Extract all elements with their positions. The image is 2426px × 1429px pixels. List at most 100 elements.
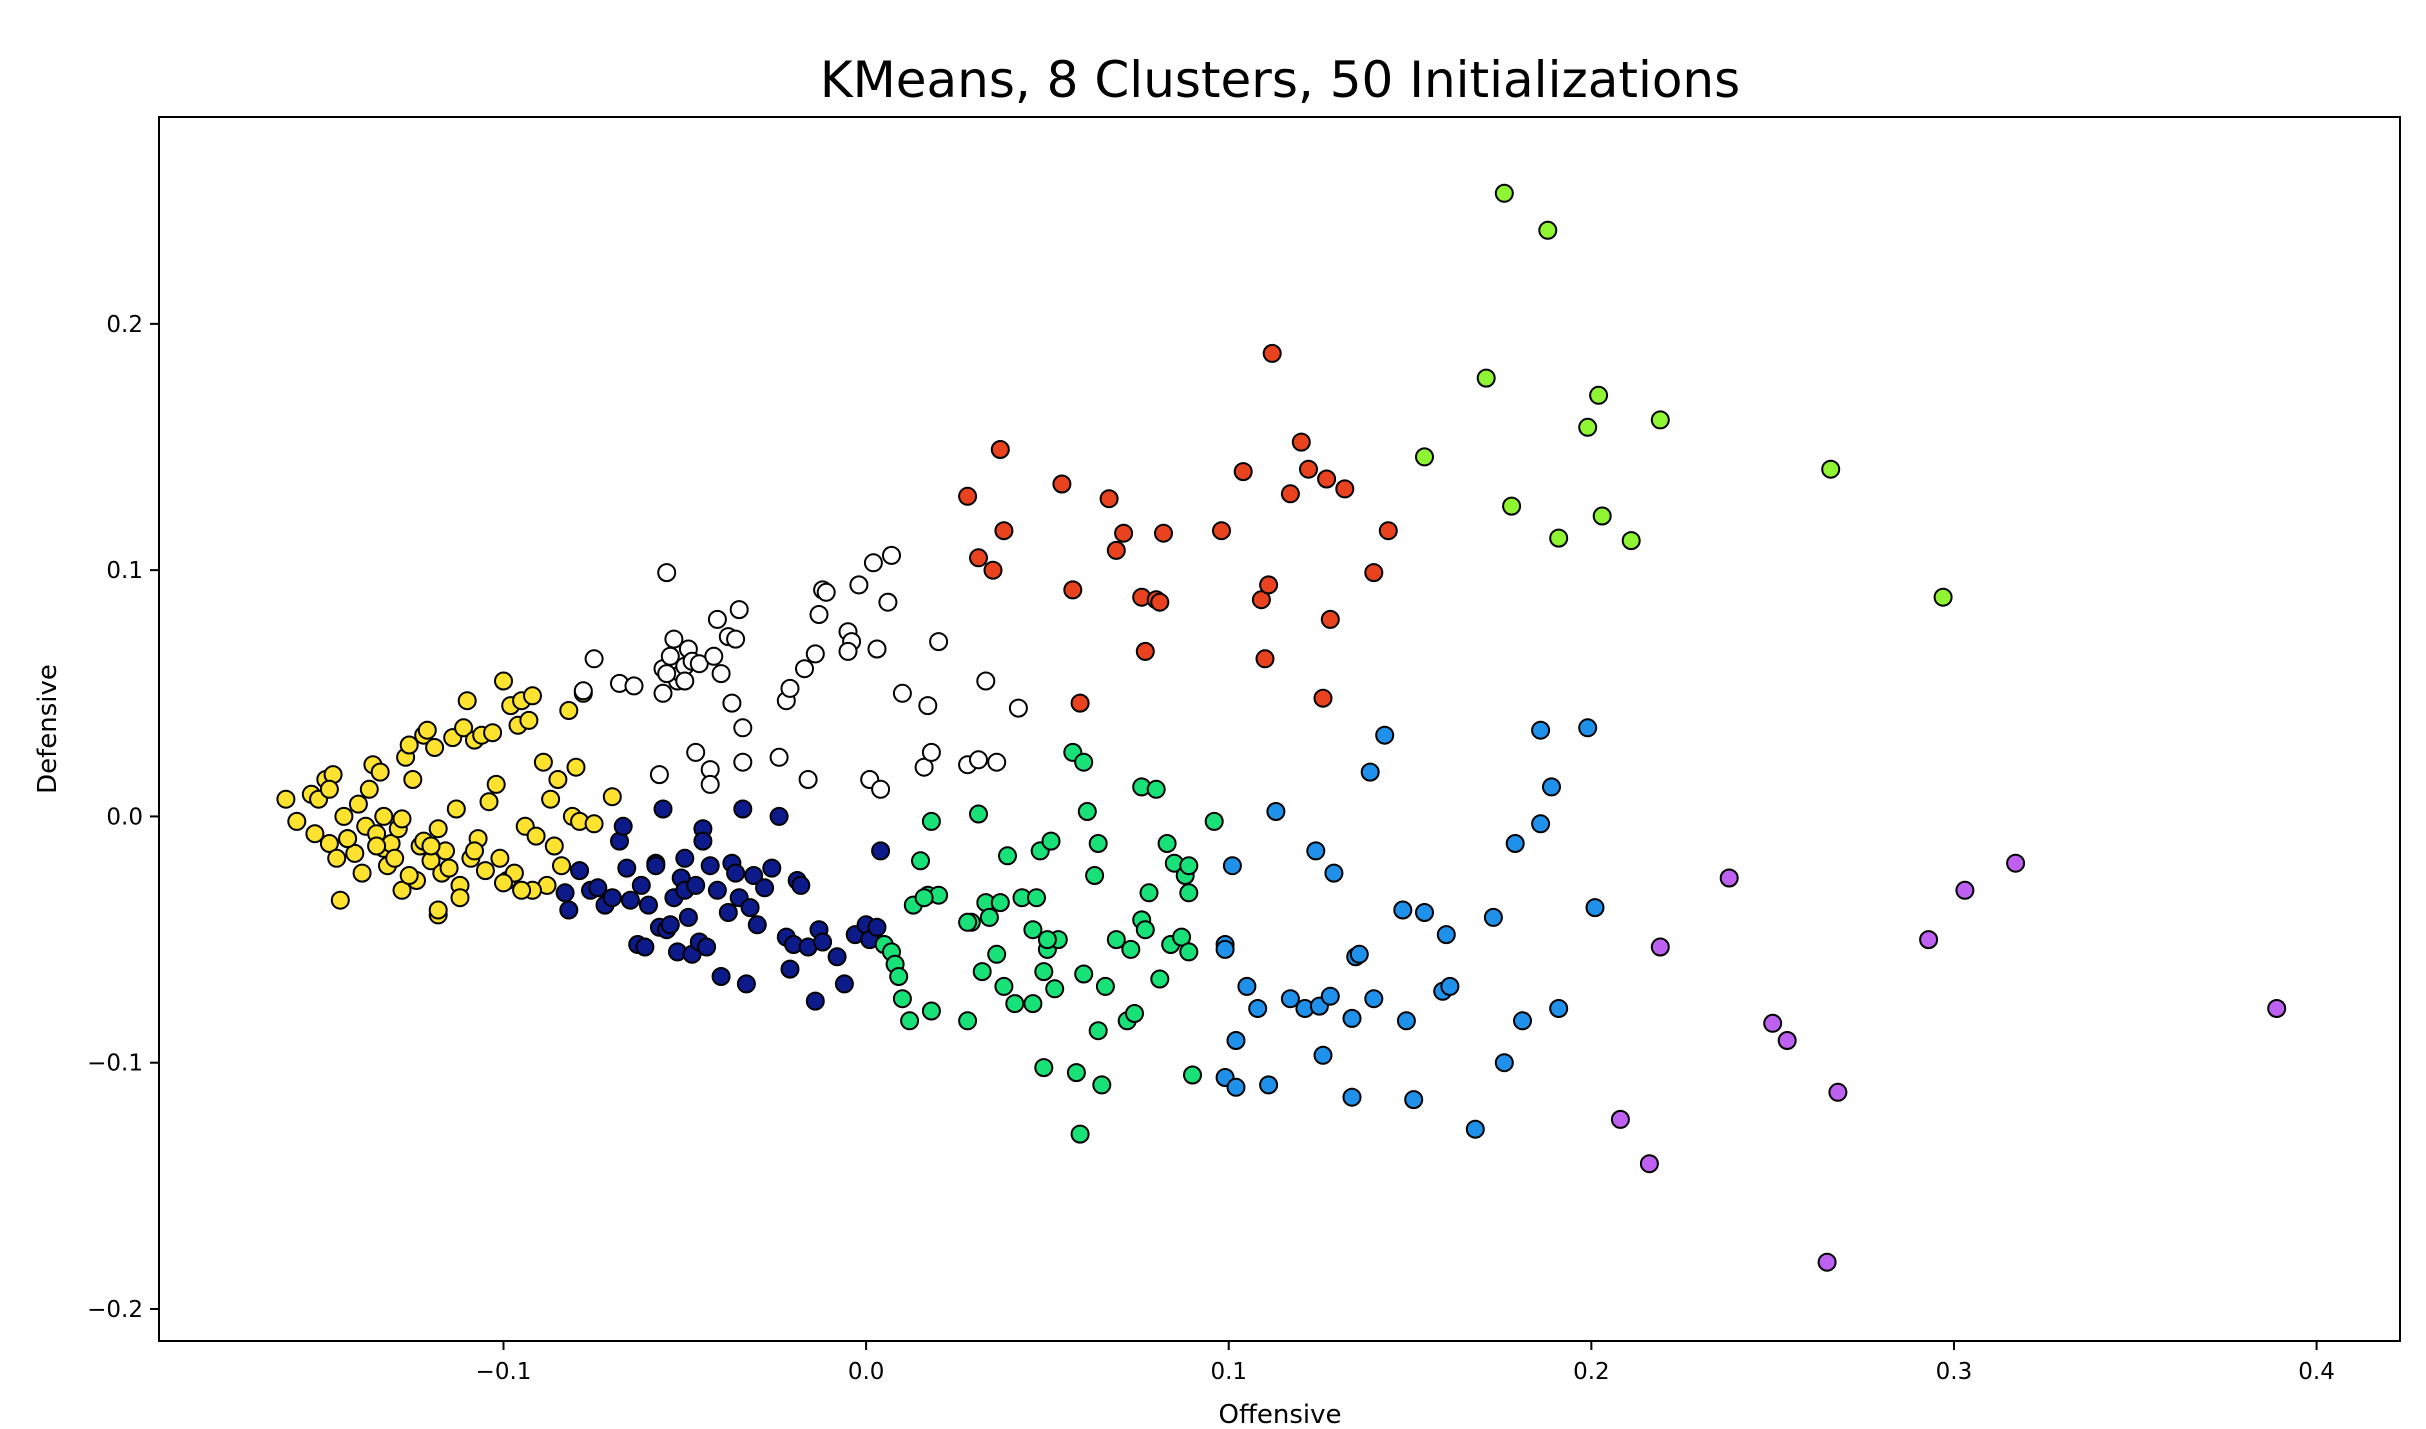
scatter-point-cluster-2: [798, 770, 818, 789]
scatter-point-cluster-3: [726, 863, 746, 883]
scatter-point-cluster-7: [1280, 989, 1300, 1009]
scatter-point-cluster-3: [707, 880, 727, 900]
scatter-point-cluster-4: [911, 851, 930, 871]
scatter-point-cluster-5: [1150, 592, 1170, 612]
scatter-point-cluster-1: [494, 671, 513, 691]
scatter-point-cluster-6: [1621, 531, 1641, 551]
scatter-point-cluster-7: [1415, 903, 1434, 922]
scatter-point-cluster-6: [1549, 528, 1569, 548]
scatter-point-cluster-2: [711, 664, 731, 684]
scatter-point-cluster-4: [921, 1001, 941, 1021]
scatter-point-cluster-1: [479, 792, 499, 812]
scatter-point-cluster-3: [834, 974, 854, 994]
scatter-point-cluster-1: [483, 723, 503, 743]
scatter-point-cluster-4: [1179, 856, 1199, 876]
scatter-point-cluster-4: [1125, 1004, 1144, 1023]
scatter-point-cluster-4: [1023, 994, 1043, 1014]
scatter-point-cluster-5: [958, 486, 978, 506]
scatter-point-cluster-4: [1121, 939, 1141, 959]
scatter-point-cluster-7: [1404, 1090, 1424, 1110]
x-axis-label: Offensive: [1218, 1400, 1341, 1429]
scatter-point-cluster-4: [1135, 920, 1155, 940]
scatter-point-cluster-5: [994, 521, 1014, 541]
scatter-point-cluster-1: [454, 718, 474, 738]
scatter-point-cluster-7: [1222, 856, 1242, 876]
scatter-point-cluster-1: [399, 866, 419, 885]
scatter-point-cluster-2: [921, 742, 941, 762]
scatter-point-cluster-8: [1828, 1082, 1848, 1102]
scatter-point-cluster-2: [929, 632, 949, 652]
scatter-point-cluster-1: [338, 829, 358, 849]
scatter-point-cluster-4: [1085, 866, 1105, 885]
scatter-point-cluster-5: [1154, 523, 1173, 543]
scatter-point-cluster-1: [566, 757, 586, 777]
scatter-point-cluster-1: [544, 836, 564, 856]
scatter-point-cluster-1: [475, 861, 495, 881]
scatter-point-cluster-2: [867, 639, 887, 659]
scatter-point-cluster-2: [838, 641, 858, 661]
scatter-point-cluster-3: [639, 895, 658, 915]
scatter-point-cluster-8: [1817, 1252, 1837, 1272]
scatter-point-cluster-2: [653, 683, 673, 703]
scatter-point-cluster-7: [1324, 863, 1344, 883]
scatter-point-cluster-4: [1092, 1075, 1112, 1095]
scatter-point-cluster-2: [624, 676, 644, 696]
scatter-point-cluster-7: [1259, 1075, 1279, 1095]
scatter-point-cluster-7: [1226, 1077, 1246, 1097]
scatter-point-cluster-7: [1549, 999, 1569, 1018]
scatter-point-cluster-4: [1172, 927, 1192, 947]
scatter-point-cluster-5: [1106, 540, 1126, 560]
scatter-point-cluster-7: [1320, 986, 1340, 1006]
scatter-point-cluster-3: [871, 841, 891, 861]
scatter-point-cluster-3: [675, 848, 695, 868]
scatter-point-cluster-7: [1313, 1045, 1333, 1065]
scatter-point-cluster-5: [1299, 459, 1318, 479]
scatter-point-cluster-5: [1320, 609, 1340, 629]
scatter-point-cluster-2: [722, 693, 742, 713]
x-tick-label: 0.4: [2298, 1359, 2335, 1385]
scatter-point-cluster-1: [305, 824, 325, 844]
scatter-point-cluster-4: [979, 907, 999, 927]
scatter-point-cluster-3: [718, 903, 738, 922]
scatter-point-cluster-7: [1513, 1011, 1532, 1031]
scatter-point-cluster-7: [1465, 1119, 1485, 1139]
scatter-point-cluster-8: [2267, 999, 2287, 1018]
scatter-point-cluster-7: [1440, 976, 1460, 996]
scatter-point-cluster-3: [570, 861, 590, 881]
scatter-point-cluster-3: [602, 888, 622, 908]
scatter-point-cluster-2: [816, 582, 836, 602]
scatter-point-cluster-3: [686, 875, 706, 895]
scatter-point-cluster-5: [1280, 484, 1300, 504]
x-axis: −0.1 0.0 0.1 0.2 0.3 0.4: [476, 1341, 2335, 1385]
scatter-point-cluster-2: [704, 646, 724, 666]
scatter-point-cluster-3: [700, 856, 720, 876]
scatter-point-cluster-1: [417, 720, 437, 740]
scatter-point-cluster-1: [399, 735, 419, 755]
scatter-point-cluster-1: [559, 701, 579, 720]
scatter-point-cluster-4: [900, 1011, 920, 1031]
scatter-point-cluster-3: [769, 806, 789, 826]
scatter-point-cluster-4: [1066, 1063, 1086, 1083]
scatter-point-cluster-5: [1317, 469, 1337, 489]
scatter-point-cluster-1: [439, 858, 459, 878]
scatter-point-cluster-3: [588, 878, 608, 898]
scatter-point-cluster-8: [1763, 1013, 1783, 1033]
scatter-point-cluster-1: [428, 900, 448, 920]
scatter-point-cluster-4: [1095, 976, 1115, 996]
scatter-point-cluster-2: [726, 629, 746, 649]
scatter-point-cluster-3: [813, 932, 833, 952]
scatter-point-cluster-4: [1070, 1124, 1090, 1144]
scatter-point-cluster-2: [987, 752, 1007, 772]
scatter-point-cluster-3: [780, 959, 800, 979]
scatter-point-cluster-1: [345, 843, 365, 863]
scatter-point-cluster-1: [330, 890, 350, 910]
scatter-point-cluster-2: [707, 609, 727, 629]
scatter-point-cluster-2: [689, 654, 709, 674]
scatter-point-cluster-3: [747, 915, 767, 935]
scatter-point-cluster-2: [780, 678, 800, 698]
scatter-point-cluster-4: [1005, 994, 1025, 1014]
scatter-point-cluster-7: [1531, 720, 1551, 740]
scatter-point-cluster-1: [334, 806, 354, 826]
scatter-point-cluster-6: [1650, 410, 1670, 430]
scatter-point-cluster-7: [1436, 925, 1456, 945]
